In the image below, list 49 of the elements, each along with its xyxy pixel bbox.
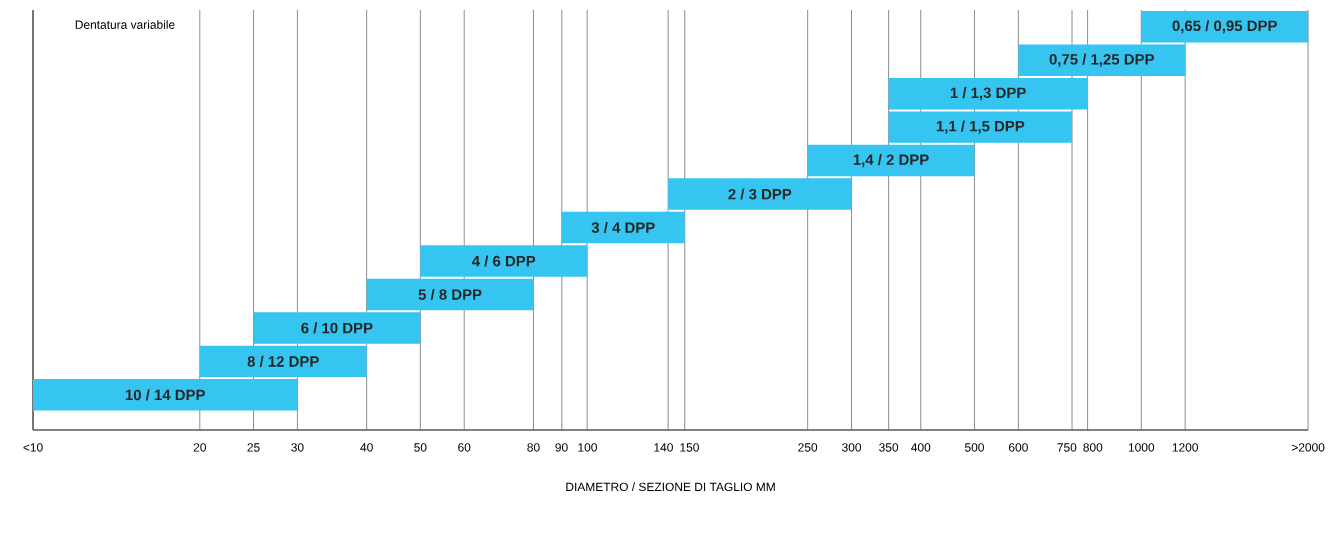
bar xyxy=(366,278,534,311)
y-tick-label: 5 / 8 DPP xyxy=(418,288,482,301)
x-tick-label: 150 xyxy=(680,443,699,452)
bar xyxy=(888,77,1088,110)
x-tick-label: 50 xyxy=(414,443,427,452)
x-tick-label: >2000 xyxy=(1291,443,1325,452)
x-tick-label: 30 xyxy=(291,443,304,452)
bar xyxy=(1141,10,1309,43)
x-tick-label: 90 xyxy=(555,443,568,452)
bar xyxy=(199,345,367,378)
x-tick-label: 800 xyxy=(1083,443,1103,452)
x-tick-label: 600 xyxy=(1008,443,1028,452)
x-tick-label: <10 xyxy=(23,443,43,452)
y-tick-label: 1 / 1,3 DPP xyxy=(950,87,1026,101)
bar xyxy=(807,144,975,177)
x-tick-label: 500 xyxy=(964,443,984,452)
x-tick-label: 80 xyxy=(527,443,540,452)
x-tick-label: 1000 xyxy=(1128,443,1155,452)
x-tick-label: 25 xyxy=(247,443,260,452)
y-tick-label: 0,75 / 1,25 DPP xyxy=(1049,53,1154,67)
y-tick-label: 2 / 3 DPP xyxy=(728,188,792,200)
y-tick-label: 6 / 10 DPP xyxy=(301,322,373,334)
y-tick-label: 3 / 4 DPP xyxy=(591,221,655,234)
x-tick-label: 750 xyxy=(1057,443,1077,452)
y-tick-label: 4 / 6 DPP xyxy=(471,255,536,267)
y-tick-label: 8 / 12 DPP xyxy=(247,355,319,367)
x-axis-title: DIAMETRO / SEZIONE DI TAGLIO MM xyxy=(566,482,775,492)
x-tick-label: 350 xyxy=(879,443,899,452)
x-tick-label: 300 xyxy=(842,443,862,452)
bar xyxy=(668,178,852,210)
y-tick-label: 1,1 / 1,5 DPP xyxy=(936,120,1025,134)
y-tick-label: 0,65 / 0,95 DPP xyxy=(1172,20,1277,34)
x-tick-label: 20 xyxy=(193,443,206,452)
x-tick-label: 250 xyxy=(798,443,818,452)
x-tick-label: 140 xyxy=(654,443,673,452)
x-tick-label: 1200 xyxy=(1172,443,1198,452)
bar xyxy=(1018,44,1186,76)
bar xyxy=(33,379,298,411)
text: Dentatura variabile xyxy=(75,20,175,29)
bar xyxy=(888,111,1073,143)
x-tick-label: 40 xyxy=(360,443,373,452)
bar xyxy=(561,211,685,244)
x-tick-label: 60 xyxy=(458,443,471,452)
y-tick-label: 10 / 14 DPP xyxy=(125,389,205,401)
bar xyxy=(253,312,421,344)
x-tick-label: 400 xyxy=(911,443,931,452)
x-tick-label: 100 xyxy=(578,443,597,452)
y-tick-label: 1,4 / 2 DPP xyxy=(853,154,929,168)
bar xyxy=(420,245,588,277)
